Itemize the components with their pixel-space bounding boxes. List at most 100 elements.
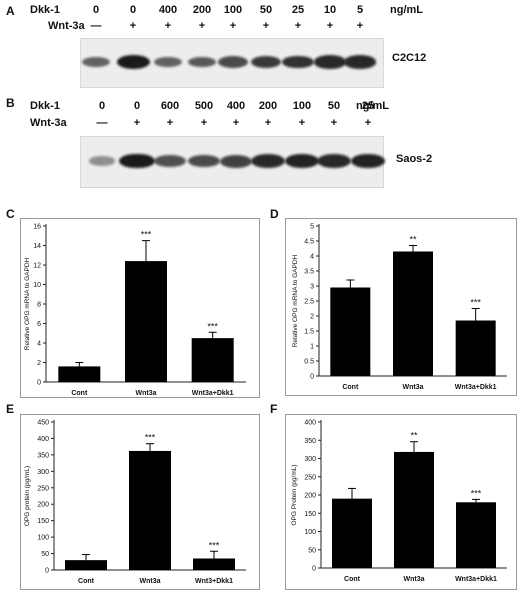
wnt3a-mark-7: + [330, 117, 338, 129]
dkk1-dose-7: 10 [323, 4, 337, 16]
unit-label: ng/mL [390, 4, 423, 16]
y-tick-label: 3 [310, 284, 314, 291]
significance-marker: *** [209, 540, 220, 550]
blot-band-4 [219, 154, 253, 168]
y-tick-label: 1.5 [304, 329, 314, 336]
bar-cont [332, 498, 372, 568]
y-tick-label: 300 [37, 469, 49, 476]
x-tick-label: Cont [71, 390, 88, 397]
blot-band-3 [187, 56, 217, 68]
bar-cont [65, 560, 107, 570]
y-tick-label: 350 [37, 452, 49, 459]
dkk1-label: Dkk-1 [30, 100, 60, 112]
dkk1-dose-4: 100 [223, 4, 243, 16]
wnt3a-mark-6: + [294, 20, 302, 32]
bar-wnt3a-dkk1 [456, 502, 496, 568]
y-tick-label: 2.5 [304, 299, 314, 306]
y-tick-label: 350 [304, 438, 316, 445]
y-tick-label: 4 [310, 254, 314, 261]
dkk1-dose-1: 0 [129, 4, 137, 16]
x-tick-label: Wnt3+Dkk1 [195, 578, 233, 585]
y-tick-label: 5 [310, 224, 314, 231]
dkk1-dose-8: 5 [356, 4, 364, 16]
y-tick-label: 250 [304, 474, 316, 481]
blot-band-6 [284, 153, 320, 169]
y-tick-label: 0 [37, 380, 41, 387]
dkk1-dose-7: 50 [327, 100, 341, 112]
panel-letter-e: E [6, 402, 15, 416]
bar-chart-panel-c: 0 2 4 6 8 10 12 14 16 Relative OPG mRNA to GAPDH C… [20, 218, 260, 398]
y-tick-label: 200 [37, 502, 49, 509]
dkk1-dose-2: 400 [158, 4, 178, 16]
x-tick-label: Cont [342, 384, 359, 391]
wnt3a-label: Wnt-3a [48, 20, 85, 32]
wnt3a-mark-0: — [96, 117, 108, 129]
significance-marker: *** [207, 321, 218, 331]
y-tick-label: 16 [33, 224, 41, 231]
dkk1-dose-6: 25 [291, 4, 305, 16]
blot-band-7 [316, 153, 352, 169]
bar-wnt3a-dkk1 [455, 320, 496, 376]
x-tick-label: Cont [344, 576, 361, 583]
y-tick-label: 8 [37, 302, 41, 309]
wnt3a-mark-8: + [356, 20, 364, 32]
y-tick-label: 6 [37, 321, 41, 328]
wnt3a-label: Wnt-3a [30, 117, 67, 129]
blot-band-6 [282, 55, 314, 69]
y-axis-label: OPG protein (pg/mL) [24, 466, 31, 526]
significance-marker: *** [470, 298, 481, 308]
western-blot-c2c12: Dkk-1 Wnt-3a ng/mL C2C12 0 0 400 200 100 50 25… [0, 0, 520, 95]
dkk1-dose-1: 0 [133, 100, 141, 112]
bar-chart-panel-e: 0 50 100 150 200 250 300 350 400 450 OPG protein (… [20, 414, 260, 590]
dkk1-dose-8: 25 [361, 100, 375, 112]
blot-band-3 [188, 154, 220, 168]
dkk1-dose-3: 500 [194, 100, 214, 112]
bar-wnt3a-dkk1 [191, 338, 234, 382]
y-tick-label: 250 [37, 485, 49, 492]
wnt3a-mark-1: + [129, 20, 137, 32]
y-tick-label: 450 [37, 420, 49, 427]
wnt3a-mark-4: + [229, 20, 237, 32]
blot-band-2 [153, 56, 183, 68]
blot-band-2 [154, 154, 186, 168]
y-tick-label: 14 [33, 243, 41, 250]
wnt3a-mark-2: + [166, 117, 174, 129]
bar-cont [330, 287, 371, 376]
x-tick-label: Wnt3a+Dkk1 [455, 384, 497, 391]
y-tick-label: 1 [310, 344, 314, 351]
bar-wnt3a [393, 251, 433, 376]
significance-marker: ** [409, 235, 417, 245]
blot-band-0 [81, 56, 111, 68]
blot-band-1 [116, 55, 150, 69]
x-tick-label: Wnt3a+Dkk1 [192, 390, 234, 397]
y-tick-label: 4 [37, 341, 41, 348]
dkk1-dose-6: 100 [292, 100, 312, 112]
y-tick-label: 150 [304, 511, 316, 518]
wnt3a-mark-5: + [262, 20, 270, 32]
blot-band-7 [314, 55, 346, 69]
dkk1-dose-2: 600 [160, 100, 180, 112]
wnt3a-mark-0: — [90, 20, 102, 32]
y-tick-label: 0 [312, 566, 316, 573]
western-blot-saos2: Dkk-1 Wnt-3a ng/mL Saos-2 0 0 600 500 400 200… [0, 0, 520, 200]
dkk1-dose-5: 50 [259, 4, 273, 16]
x-tick-label: Wnt3a+Dkk1 [455, 576, 497, 583]
y-tick-label: 150 [37, 518, 49, 525]
y-tick-label: 400 [37, 436, 49, 443]
y-tick-label: 2 [37, 360, 41, 367]
y-tick-label: 2 [310, 314, 314, 321]
wnt3a-mark-4: + [232, 117, 240, 129]
y-tick-label: 0.5 [304, 359, 314, 366]
y-tick-label: 4.5 [304, 239, 314, 246]
wnt3a-mark-2: + [164, 20, 172, 32]
cell-line-label: Saos-2 [396, 153, 433, 165]
panel-letter-a: A [6, 4, 15, 18]
wnt3a-mark-3: + [198, 20, 206, 32]
panel-letter-b: B [6, 96, 15, 110]
y-tick-label: 50 [308, 547, 316, 554]
bar-wnt3a [394, 451, 434, 568]
blot-band-8 [344, 55, 376, 69]
bar-cont [58, 366, 101, 382]
x-tick-label: Wnt3a [404, 576, 425, 583]
wnt3a-mark-1: + [133, 117, 141, 129]
